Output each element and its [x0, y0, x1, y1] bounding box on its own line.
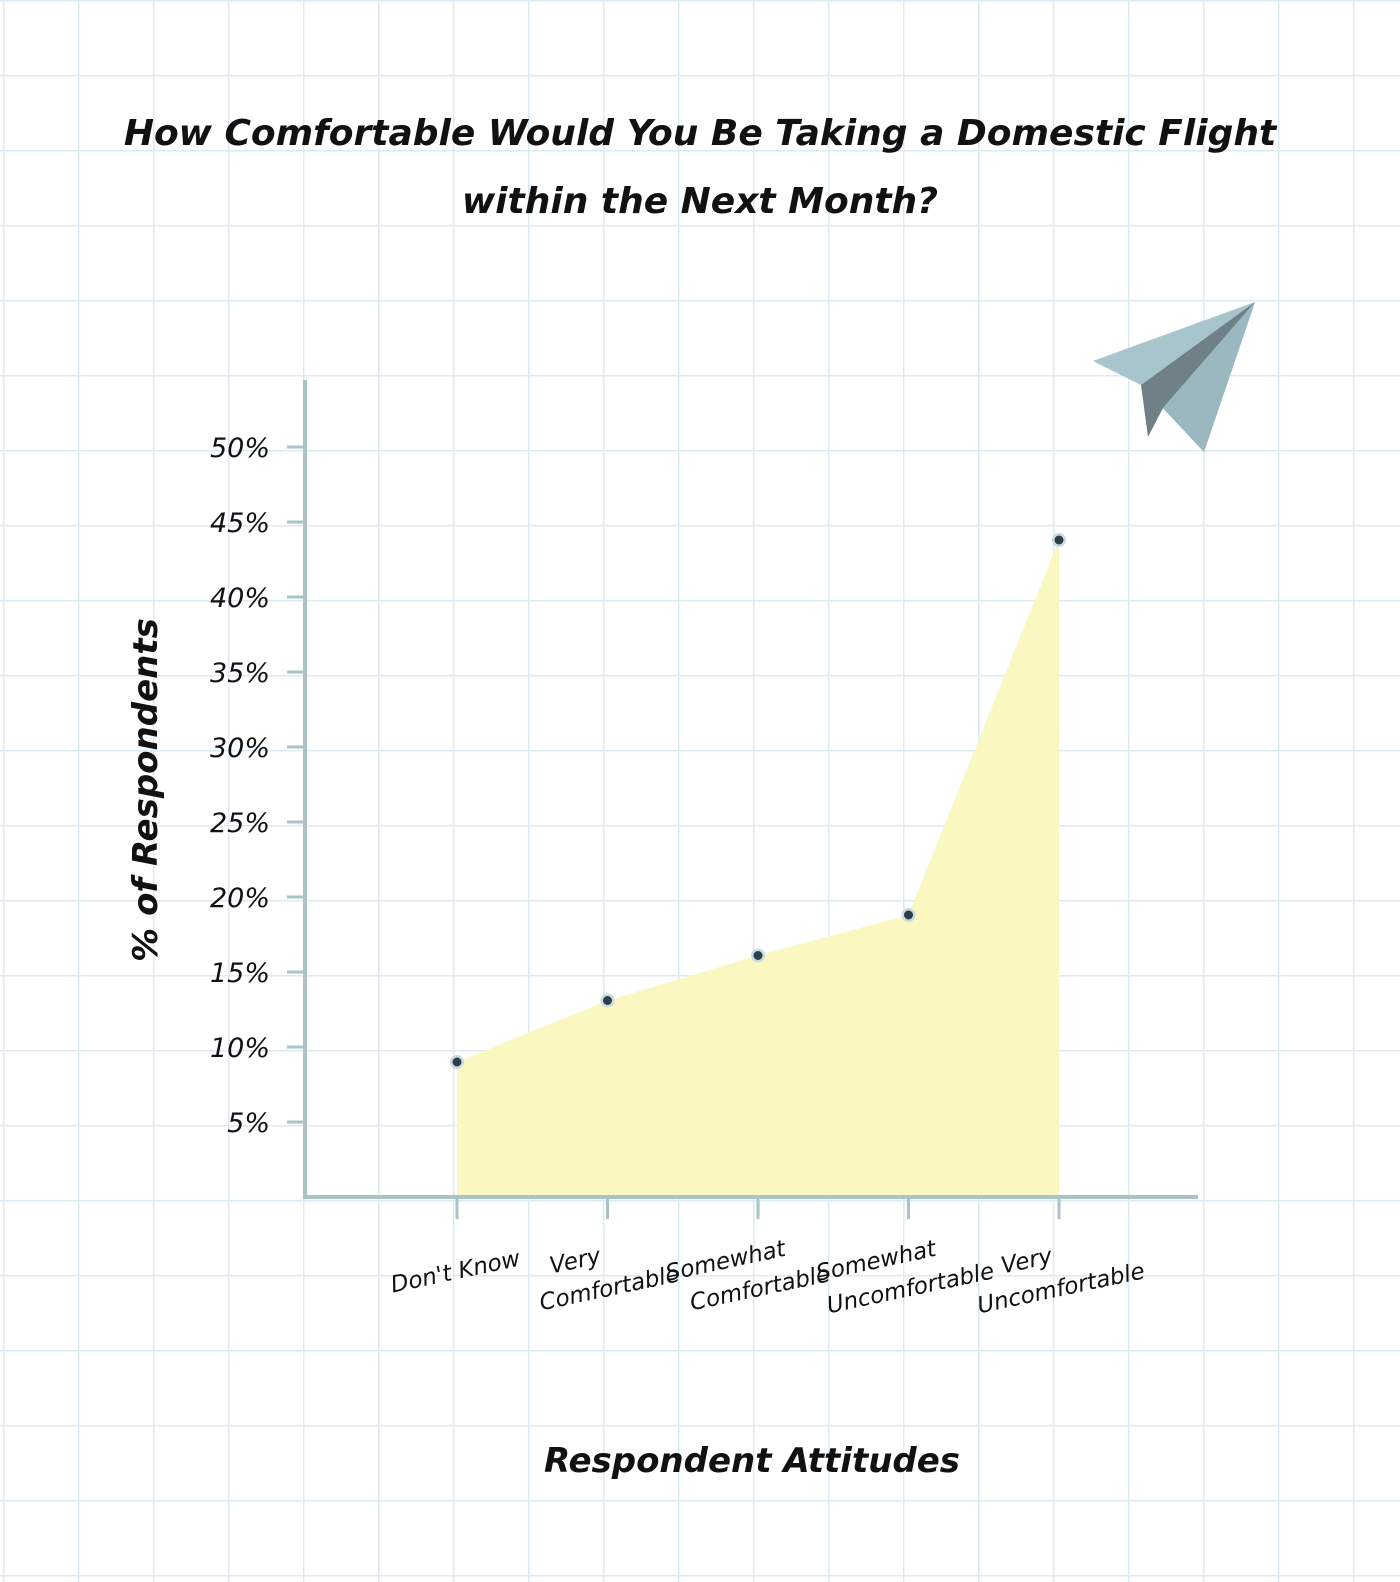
x-tick-label-text: VeryUncomfortable	[968, 1225, 1147, 1319]
x-tick-label: VeryComfortable	[530, 1228, 682, 1316]
x-tick-label-line: Very	[999, 1243, 1055, 1279]
data-point	[904, 910, 913, 920]
data-point	[753, 951, 763, 960]
x-tick-label: VeryUncomfortable	[968, 1225, 1147, 1319]
y-tick-label: 35%	[210, 658, 270, 689]
x-tick-label-line: Don't Know	[388, 1246, 522, 1299]
area-series	[457, 540, 1059, 1197]
y-tick-label: 45%	[210, 508, 270, 539]
x-tick-label-text: SomewhatComfortable	[663, 1228, 832, 1320]
x-tick-label-line: Very	[547, 1243, 603, 1279]
y-tick-label: 30%	[210, 733, 270, 764]
x-axis-title: Respondent Attitudes	[544, 1441, 960, 1481]
x-tick-label: Don't Know	[388, 1246, 522, 1299]
y-tick-label: 5%	[227, 1108, 270, 1139]
y-tick-label: 25%	[210, 808, 270, 839]
data-point	[452, 1057, 462, 1067]
y-tick-label: 40%	[210, 583, 270, 614]
data-point	[603, 996, 612, 1005]
chart-title: How Comfortable Would You Be Taking a Do…	[123, 113, 1277, 222]
paper-plane-icon	[1093, 302, 1255, 452]
x-tick-label: SomewhatUncomfortable	[814, 1225, 997, 1320]
y-axis-title: % of Respondents	[126, 618, 166, 962]
x-tick-label-text: VeryComfortable	[530, 1228, 682, 1316]
y-tick-label: 10%	[210, 1033, 270, 1064]
y-tick-label: 50%	[210, 433, 270, 464]
x-tick-label-text: SomewhatUncomfortable	[814, 1225, 997, 1320]
data-point	[1054, 535, 1064, 545]
plane-fold-shadow	[1141, 302, 1255, 437]
plane-wing-main	[1093, 302, 1255, 385]
plane-fold-light	[1163, 302, 1255, 452]
x-tick-label-text: Don't Know	[388, 1246, 522, 1299]
y-tick-label: 15%	[210, 958, 270, 989]
y-tick-label: 20%	[210, 883, 270, 914]
x-tick-label: SomewhatComfortable	[663, 1228, 832, 1320]
